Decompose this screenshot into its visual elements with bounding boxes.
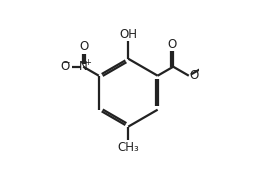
Text: CH₃: CH₃ [117, 140, 139, 153]
Text: +: + [84, 58, 91, 67]
Text: O: O [167, 38, 177, 51]
Text: O: O [60, 60, 69, 73]
Text: OH: OH [119, 28, 137, 41]
Text: −: − [62, 58, 70, 68]
Text: N: N [79, 60, 88, 73]
Text: O: O [189, 69, 199, 82]
Text: O: O [80, 40, 89, 53]
